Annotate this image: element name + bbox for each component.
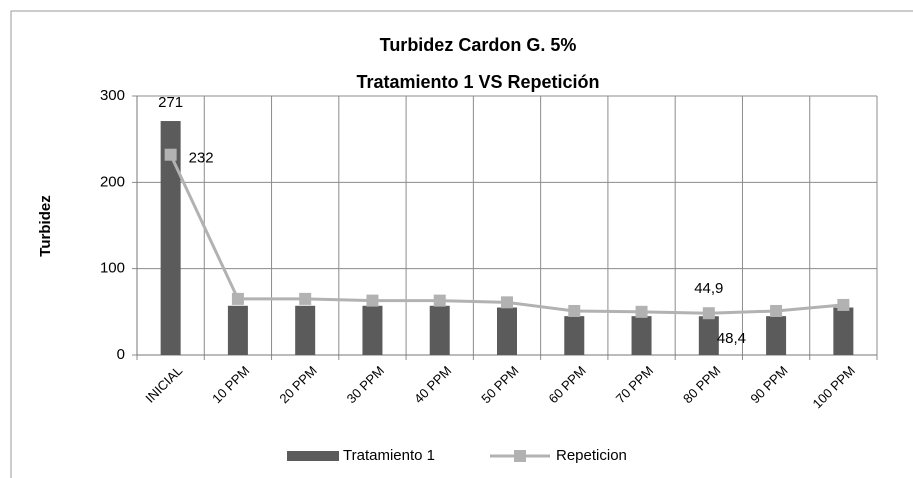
line-marker bbox=[837, 298, 850, 311]
line-marker bbox=[770, 304, 783, 317]
x-tick-label: 40 PPM bbox=[411, 363, 454, 406]
line-marker bbox=[568, 304, 581, 317]
chart-subtitle: Tratamiento 1 VS Repetición bbox=[356, 72, 599, 92]
y-tick-label: 300 bbox=[100, 87, 125, 104]
bar bbox=[160, 121, 181, 355]
y-tick-label: 100 bbox=[100, 260, 125, 277]
bar bbox=[497, 307, 517, 355]
chart-frame bbox=[10, 10, 913, 478]
bar bbox=[698, 316, 719, 355]
x-tick-label: 70 PPM bbox=[613, 363, 656, 406]
bar bbox=[295, 305, 316, 355]
legend-label: Tratamiento 1 bbox=[343, 447, 435, 464]
x-tick-label: 80 PPM bbox=[680, 363, 723, 406]
x-tick-label: 100 PPM bbox=[809, 363, 857, 411]
line-marker bbox=[164, 148, 177, 161]
legend-swatch bbox=[514, 450, 526, 462]
y-tick-label: 0 bbox=[117, 346, 125, 363]
x-tick-label: 60 PPM bbox=[546, 363, 589, 406]
line-marker bbox=[702, 307, 715, 320]
x-tick-label: 50 PPM bbox=[478, 363, 521, 406]
bar bbox=[833, 307, 854, 355]
y-axis-title: Turbidez bbox=[37, 195, 54, 256]
line-marker bbox=[366, 294, 379, 307]
line-marker bbox=[501, 296, 513, 309]
data-label: 232 bbox=[189, 150, 214, 167]
legend-label: Repeticion bbox=[556, 447, 627, 464]
data-label: 48,4 bbox=[717, 330, 746, 347]
bar bbox=[429, 305, 450, 355]
line-marker bbox=[635, 305, 648, 318]
x-tick-label: 90 PPM bbox=[747, 363, 790, 406]
bar bbox=[766, 316, 787, 355]
x-tick-label: 30 PPM bbox=[344, 363, 387, 406]
data-label: 271 bbox=[158, 94, 183, 111]
x-tick-label: 10 PPM bbox=[209, 363, 252, 406]
legend-swatch bbox=[287, 451, 339, 461]
x-tick-label: 20 PPM bbox=[276, 363, 319, 406]
y-tick-label: 200 bbox=[100, 173, 125, 190]
bar bbox=[564, 316, 585, 355]
line-marker bbox=[433, 294, 446, 307]
bar bbox=[362, 305, 383, 355]
line-marker bbox=[231, 292, 244, 305]
bar bbox=[227, 305, 248, 355]
chart-title: Turbidez Cardon G. 5% bbox=[380, 35, 577, 55]
x-tick-label: INICIAL bbox=[142, 363, 185, 406]
bar bbox=[631, 316, 652, 355]
line-marker bbox=[299, 292, 312, 305]
data-label: 44,9 bbox=[694, 280, 723, 297]
